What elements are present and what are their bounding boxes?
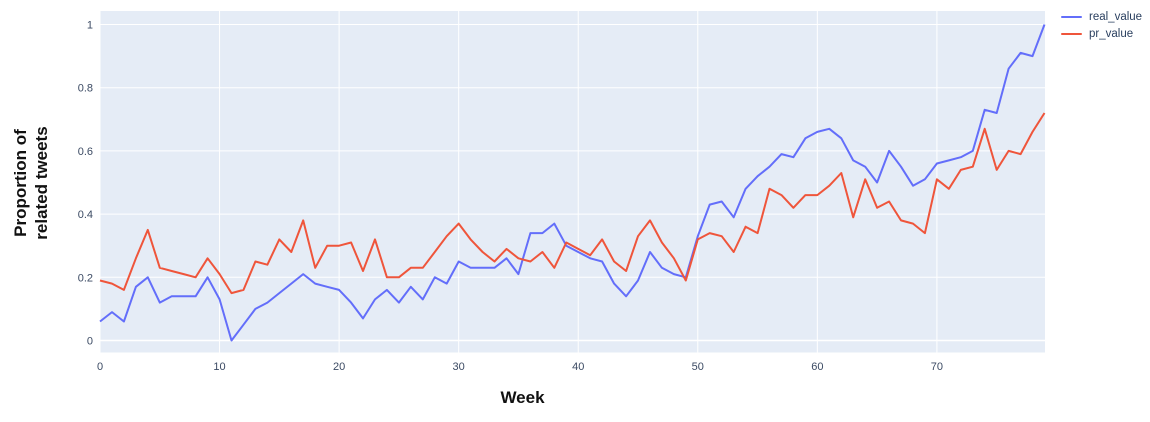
y-axis-title-line2: related tweets [32,126,51,240]
series-line-real_value[interactable] [99,24,1046,342]
y-tick-label: 0.2 [78,272,93,284]
legend-item-pr-value[interactable]: pr_value [1061,27,1142,40]
x-tick-label: 30 [453,361,465,373]
y-tick-label: 0 [87,336,93,348]
x-tick-label: 40 [572,361,584,373]
plot-area [100,11,1045,353]
y-tick-label: 0.8 [78,83,93,95]
legend-line-swatch-pr-value [1061,32,1082,35]
y-tick-label: 0.4 [78,209,93,221]
legend: real_value pr_value [1061,10,1142,40]
x-axis-title: Week [500,388,545,407]
y-axis-title-line1: Proportion of [11,129,30,237]
x-tick-label: 10 [213,361,225,373]
legend-label-real-value: real_value [1089,10,1143,23]
x-tick-label: 50 [692,361,704,373]
legend-label-pr-value: pr_value [1089,27,1134,40]
y-tick-label: 1 [87,20,93,32]
series-line-pr_value[interactable] [99,112,1046,295]
x-tick-label: 70 [931,361,943,373]
x-tick-label: 60 [811,361,823,373]
x-tick-label: 20 [333,361,345,373]
legend-item-real-value[interactable]: real_value [1061,10,1142,23]
legend-line-swatch-real-value [1061,15,1082,18]
y-axis-title: Proportion of related tweets [10,63,52,303]
x-tick-label: 0 [97,361,103,373]
y-tick-label: 0.6 [78,146,93,158]
